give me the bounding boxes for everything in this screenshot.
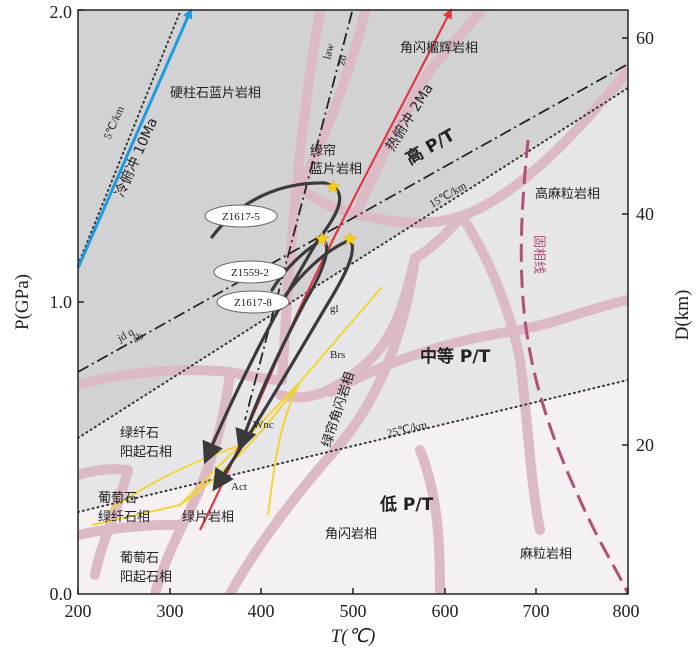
cold-subduction-path [76,8,193,269]
pt-regime-regions [78,10,628,594]
y-tick-label: 2.0 [50,2,73,22]
facies-boundary [150,367,235,594]
y2-tick-label: 40 [636,204,654,224]
x-tick-labels: 200 300 400 500 600 700 800 [65,601,640,621]
facies-boundary [351,10,485,219]
sample-label-z1559-2: Z1559-2 [231,267,269,279]
x-tick-label: 400 [248,601,275,621]
sample-label-z1617-8: Z1617-8 [234,297,272,309]
y-tick-label: 0.0 [50,584,73,604]
y2-tick-label: 60 [636,28,654,48]
regime-label-low: 低 P/T [379,494,434,515]
facies-label: 蓝片岩相 [310,162,362,177]
reaction-law-label: law [321,42,337,61]
x-tick-label: 300 [157,601,184,621]
sample-label-bubble [216,290,290,314]
facies-label: 绿纤石 [120,426,159,441]
x-tick-label: 600 [432,601,459,621]
facies-label: 绿纤石相 [98,510,150,525]
ptt-path-z1559-2 [235,238,329,452]
geotherm-25 [78,379,628,513]
facies-boundary [415,445,445,594]
peak-star-icon [342,231,358,246]
reaction-brs-label: Brs [330,349,345,361]
sample-label-bubble [213,260,287,284]
brs-boundary [267,381,301,516]
facies-boundary [90,465,133,580]
facies-label: 高麻粒岩相 [535,186,600,202]
facies-label: 硬柱石蓝片岩相 [170,86,261,101]
facies-label: 绿帘 [310,143,336,159]
reaction-gl-label: gl [330,303,339,315]
facies-boundary [275,253,420,403]
geotherm-5 [78,11,181,266]
y2-tick-labels: 20 40 60 [636,28,654,455]
sample-label-z1617-5: Z1617-5 [222,211,260,223]
reaction-zo-label: zo [335,53,349,67]
facies-boundary [295,10,370,191]
facies-boundary [78,519,185,540]
law-zo-reaction-line [244,11,353,421]
x-axis-title: T(℃) [331,626,376,647]
facies-label: 角闪榴辉岩相 [400,41,478,56]
brs-field-lines [91,286,383,526]
x-tick-label: 700 [523,601,550,621]
y2-tick-label: 20 [636,435,654,455]
ptt-path-z1617-8 [212,238,355,492]
facies-label: 阳起石相 [120,445,172,460]
reaction-act-label: Act [231,481,247,493]
regime-label-medium: 中等 P/T [420,346,491,367]
facies-label: 绿片岩相 [182,510,234,525]
facies-boundary [351,65,628,228]
jd-q-ab-reaction-line [78,63,628,373]
sample-label-bubble [204,204,278,228]
tick-marks [77,9,629,594]
x-tick-label: 500 [340,601,367,621]
reaction-lines [78,11,628,421]
geotherm-15 [78,87,628,439]
peak-star-icon [314,231,330,246]
y2-axis-title: D(km) [672,290,693,341]
y-axis-title: P(GPa) [12,274,33,330]
sample-labels: Z1617-5 Z1559-2 Z1617-8 [204,204,290,314]
y-tick-label: 1.0 [50,292,73,312]
peak-stars [314,179,358,246]
geotherms [78,11,628,513]
ptt-paths [202,181,355,492]
facies-label: 葡萄石 [98,491,137,506]
facies-boundary [295,181,361,219]
solidus-label: 固相线 [531,235,546,274]
facies-label: 角闪岩相 [325,527,377,542]
x-tick-label: 200 [65,601,92,621]
facies-boundary [78,464,133,480]
solidus-line [519,139,628,594]
y-tick-labels: 0.0 1.0 2.0 [50,2,73,604]
facies-label: 葡萄石 [120,551,159,566]
brs-boundary [109,444,241,511]
facies-boundary [325,295,628,397]
facies-label: 阳起石相 [120,570,172,585]
x-tick-label: 800 [613,601,640,621]
reaction-wnc-label: Wnc [253,419,274,431]
facies-label: 麻粒岩相 [520,547,572,562]
facies-boundary [457,211,545,535]
high-pt-region [78,10,628,438]
ptt-path-z1617-5 [202,181,342,465]
peak-star-icon [325,179,341,194]
